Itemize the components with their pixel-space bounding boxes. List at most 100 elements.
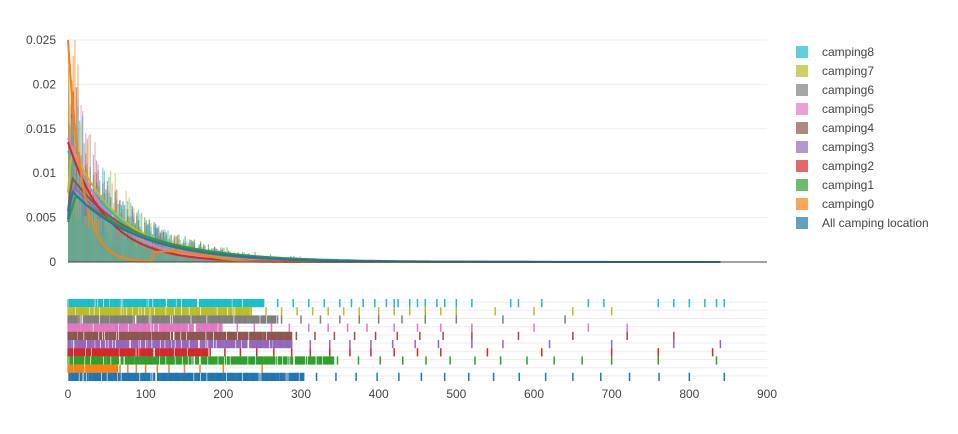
legend-label: camping6 [822,83,874,97]
legend-item: camping7 [796,64,874,78]
x-tick-label: 900 [757,387,777,401]
histogram-bar [97,230,99,262]
histogram-bar [109,199,112,262]
histogram-bar [116,241,118,262]
x-tick-label: 500 [446,387,466,401]
histogram-bar [119,206,121,262]
y-tick-label: 0.02 [33,77,57,91]
histogram-bar [88,228,90,262]
legend-item: All camping location [796,216,929,230]
x-tick-label: 0 [65,387,72,401]
histogram-bar [144,223,146,262]
histogram-bar [156,250,158,262]
histogram-bar [186,254,188,262]
x-tick-label: 700 [602,387,622,401]
histogram-bar [95,234,98,262]
legend-item: camping3 [796,140,874,154]
x-tick-label: 800 [679,387,699,401]
legend-swatch [796,198,808,210]
legend-swatch [796,46,808,58]
legend-swatch [796,160,808,172]
histogram-bar [173,250,175,262]
rug-series-camping4 [67,331,675,340]
y-tick-label: 0.025 [26,33,56,47]
legend-label: camping0 [822,197,874,211]
histogram-bar [206,258,208,262]
legend-label: camping8 [822,45,874,59]
legend-label: camping1 [822,178,874,192]
histogram-bar [106,231,109,262]
rug-series-camping7 [67,307,613,316]
y-tick-label: 0.015 [26,122,56,136]
x-tick-label: 100 [136,387,156,401]
rug-series-camping6 [67,315,566,324]
histogram-bar [91,204,93,262]
histogram-bar [139,241,141,262]
histogram-bar [136,218,138,262]
x-tick-label: 400 [369,387,389,401]
legend-label: camping7 [822,64,874,78]
histogram-bar [128,231,130,262]
histogram-bar [182,239,185,262]
histogram-bar [186,240,188,262]
histogram-bar [154,224,157,262]
y-tick-label: 0.01 [33,166,57,180]
density-curve-camping0 [67,39,721,263]
legend-swatch [796,179,808,191]
histogram-bar [80,171,82,262]
histogram-bar [68,203,70,262]
histogram-bar [148,220,151,262]
y-tick-label: 0.005 [26,211,56,225]
histogram-bar [123,238,126,262]
legend-item: camping6 [796,83,874,97]
histogram-bar [94,211,96,262]
x-tick-label: 200 [213,387,233,401]
x-tick-label: 600 [524,387,544,401]
histogram-bar [116,198,118,262]
histogram-bar [165,234,168,262]
histogram-bar [131,229,133,262]
histogram-bar [136,248,138,262]
histogram-bar [114,173,116,262]
legend-label: camping2 [822,159,874,173]
legend-swatch [796,84,808,96]
histogram-bar [179,253,182,262]
rug-series-camping5 [67,323,628,332]
legend-label: camping3 [822,140,874,154]
histogram-bar [144,247,146,262]
histogram-bar [156,234,158,262]
histogram-bar [200,257,202,262]
histogram-bar [142,240,144,262]
histogram-bar [95,187,98,262]
legend-label: camping5 [822,102,874,116]
legend-item: camping0 [796,197,874,211]
histogram-bar [173,234,175,262]
histogram-bar [75,219,78,262]
histogram-bar [68,68,70,262]
legend-swatch [796,103,808,115]
histogram-bar [114,227,116,262]
histogram-bar [162,237,165,262]
legend-swatch [796,122,808,134]
histogram-bar [192,256,194,262]
histogram-bar [175,253,177,262]
histogram-bar [176,254,178,262]
rug-series-camping3 [67,340,722,349]
histogram-bar [99,186,101,262]
histogram-bar [164,229,166,262]
legend-item: camping5 [796,102,874,116]
rug-series-camping0 [67,364,263,373]
legend-swatch [796,217,808,229]
legend: camping8 camping7 camping6 camping5 camping4… [796,45,929,230]
y-tick-label: 0 [49,255,56,269]
histogram-bar [125,220,127,262]
histogram-bar [85,227,87,262]
histogram-bar [83,175,85,262]
rug-series-camping2 [67,348,714,357]
histogram-bar [159,252,161,262]
histogram-bar [120,207,123,262]
histogram-bar [134,224,137,262]
legend-item: camping2 [796,159,874,173]
